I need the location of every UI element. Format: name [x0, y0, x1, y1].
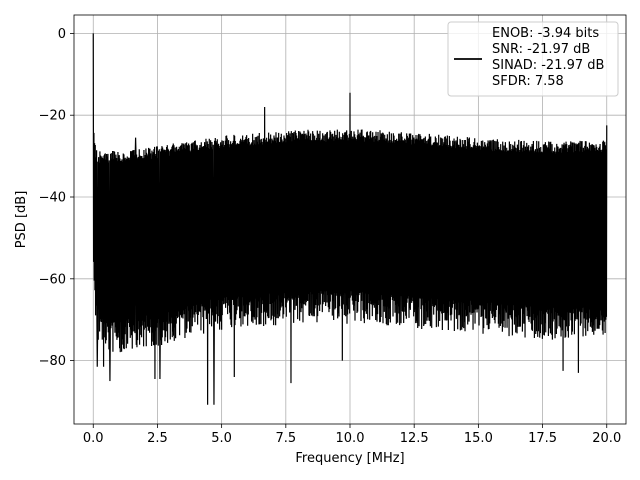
- y-tick-label: −60: [39, 272, 66, 287]
- x-tick-label: 10.0: [336, 431, 365, 446]
- data-layer: [92, 33, 608, 405]
- y-axis-label: PSD [dB]: [14, 191, 29, 249]
- x-tick-label: 12.5: [400, 431, 429, 446]
- y-tick-label: −40: [39, 191, 66, 206]
- legend-entry-enob: ENOB: -3.94 bits: [492, 26, 599, 41]
- x-tick-label: 15.0: [464, 431, 493, 446]
- x-tick-label: 17.5: [528, 431, 557, 446]
- y-tick-label: −20: [39, 109, 66, 124]
- legend-entry-snr: SNR: -21.97 dB: [492, 42, 590, 57]
- y-tick-label: −80: [39, 354, 66, 369]
- axis-ticks: 0.0 2.5 5.0 7.5 10.0 12.5 15.0 17.5 20.0 0 −20 −40 −…: [39, 27, 622, 446]
- y-tick-label: 0: [58, 27, 66, 42]
- x-tick-label: 5.0: [211, 431, 232, 446]
- x-tick-label: 0.0: [83, 431, 104, 446]
- legend-entry-sinad: SINAD: -21.97 dB: [492, 58, 604, 73]
- x-tick-label: 20.0: [592, 431, 621, 446]
- psd-series-line: [92, 33, 608, 405]
- legend-entry-sfdr: SFDR: 7.58: [492, 74, 564, 89]
- x-tick-label: 7.5: [275, 431, 296, 446]
- x-axis-label: Frequency [MHz]: [295, 451, 404, 466]
- x-tick-label: 2.5: [147, 431, 168, 446]
- legend-box: [447, 21, 619, 97]
- legend: ENOB: -3.94 bits SNR: -21.97 dB SINAD: -…: [447, 21, 619, 97]
